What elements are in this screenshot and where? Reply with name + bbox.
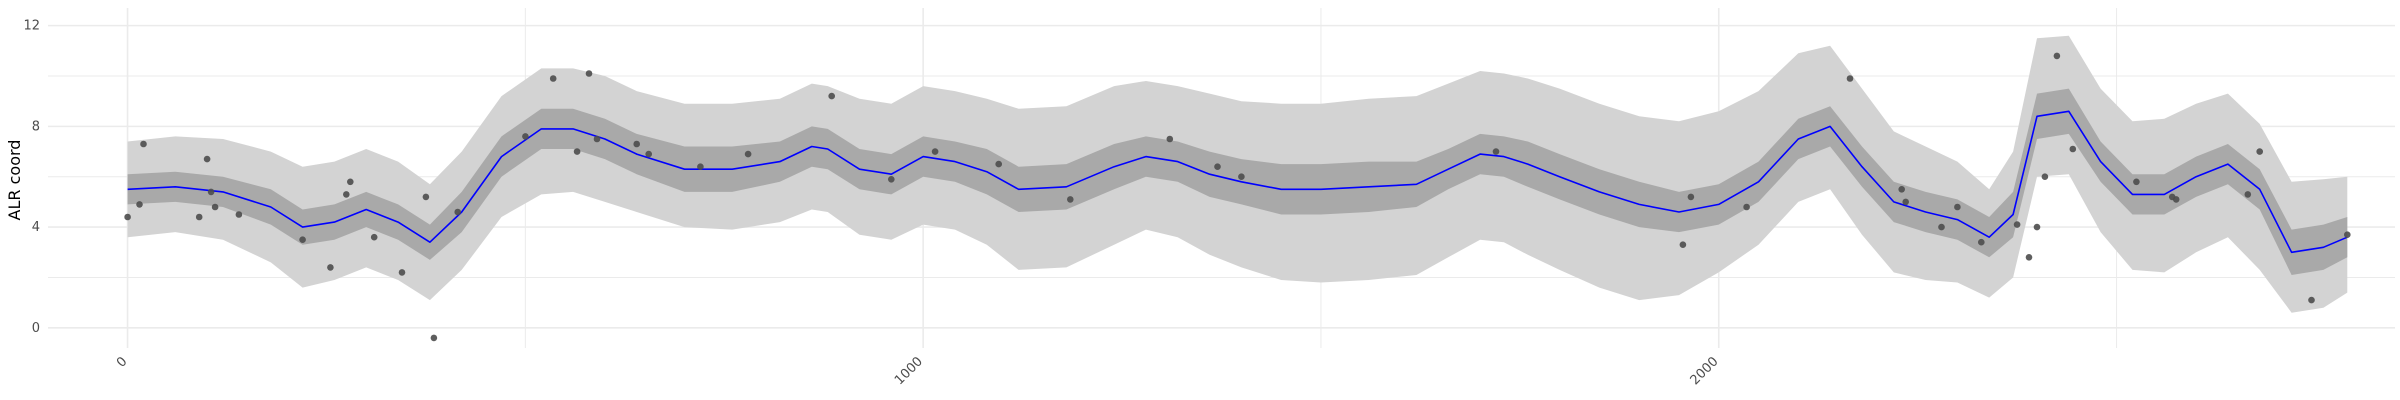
data-point: [2344, 231, 2351, 238]
data-point: [2133, 178, 2140, 186]
y-tick-label: 8: [32, 119, 40, 134]
data-point: [888, 176, 895, 183]
data-point: [1902, 198, 1909, 206]
data-point: [136, 201, 143, 208]
data-point: [995, 160, 1002, 168]
data-point: [744, 150, 752, 158]
data-point: [573, 148, 581, 155]
data-point: [633, 140, 640, 148]
data-point: [203, 155, 211, 163]
data-point: [2041, 173, 2049, 180]
data-point: [370, 233, 378, 241]
data-point: [1846, 75, 1854, 82]
data-point: [1214, 163, 1221, 170]
data-point: [697, 163, 704, 170]
x-tick-label: 2000: [1688, 354, 1722, 388]
data-point: [645, 150, 652, 158]
data-point: [1978, 238, 1985, 246]
data-point: [1166, 135, 1174, 143]
data-point: [207, 188, 215, 196]
data-point: [1687, 193, 1695, 201]
data-point: [347, 178, 354, 186]
points-layer: [124, 52, 2351, 342]
data-point: [2025, 253, 2033, 261]
y-axis-title: ALR coord: [5, 140, 24, 221]
y-tick-label: 0: [32, 321, 40, 336]
data-point: [522, 133, 529, 140]
data-point: [1743, 203, 1750, 211]
data-point: [2053, 52, 2061, 60]
data-point: [124, 213, 131, 221]
y-tick-label: 12: [23, 19, 40, 34]
data-point: [235, 211, 243, 218]
data-point: [140, 140, 147, 148]
data-point: [299, 236, 306, 243]
inner-confidence-band: [127, 88, 2348, 275]
data-point: [195, 213, 203, 221]
data-point: [1954, 203, 1961, 211]
data-point: [2172, 196, 2180, 203]
data-point: [454, 208, 462, 216]
y-tick-label: 4: [32, 220, 40, 235]
inner-band-layer: [127, 88, 2348, 275]
data-point: [593, 135, 601, 143]
data-point: [1898, 186, 1905, 193]
data-point: [2256, 148, 2263, 155]
data-point: [398, 269, 406, 276]
data-point: [430, 334, 438, 342]
data-point: [585, 70, 593, 77]
data-point: [327, 264, 334, 271]
data-point: [1492, 148, 1500, 155]
data-point: [1067, 196, 1074, 203]
data-point: [2069, 145, 2077, 153]
data-point: [422, 193, 430, 201]
data-point: [549, 75, 557, 82]
x-tick-label: 0: [114, 354, 130, 370]
data-point: [931, 148, 939, 155]
data-point: [211, 203, 219, 211]
data-point: [2308, 296, 2315, 304]
data-point: [343, 191, 350, 198]
data-point: [2033, 223, 2041, 231]
data-point: [1679, 241, 1687, 248]
x-tick-label: 1000: [892, 354, 926, 388]
data-point: [828, 92, 835, 100]
data-point: [2244, 191, 2252, 198]
data-point: [1238, 173, 1245, 180]
data-point: [1938, 223, 1945, 231]
data-point: [2013, 221, 2021, 228]
